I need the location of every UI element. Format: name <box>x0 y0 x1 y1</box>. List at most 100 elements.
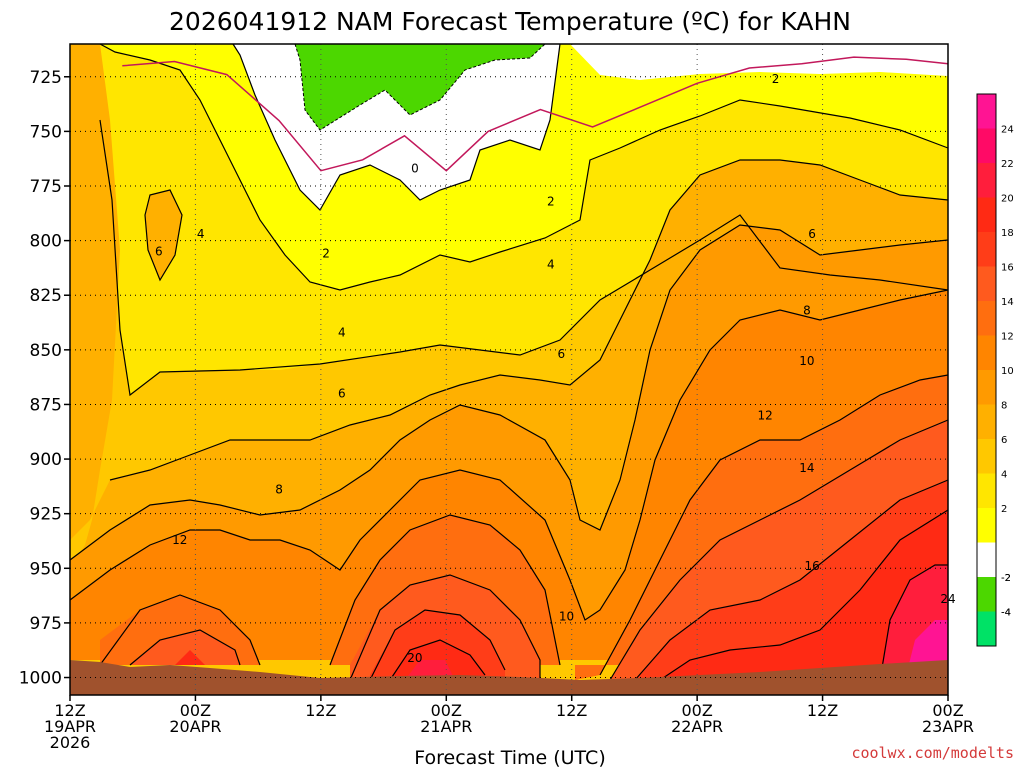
colorbar-band <box>977 611 996 647</box>
isotherm-16 <box>369 479 949 681</box>
colorbar-label: 20 <box>1001 194 1014 205</box>
isotherm-14 <box>129 419 949 681</box>
isotherm-6-loop <box>144 189 183 282</box>
x-tick-label: 12Z <box>54 701 85 720</box>
y-tick-label: 825 <box>30 286 62 306</box>
x-tick-label: 00Z <box>932 701 963 720</box>
y-tick-label: 900 <box>30 450 62 470</box>
x-tick-label: 00Z <box>180 701 211 720</box>
colorbar-label: 12 <box>1001 332 1014 343</box>
x-tick-label: 2026 <box>50 733 91 752</box>
contour-label: 6 <box>808 227 816 241</box>
x-tick-label: 22APR <box>671 717 723 736</box>
colorbar-frame <box>976 93 997 647</box>
freezing-level-line <box>122 56 949 172</box>
colorbar-band <box>977 542 996 578</box>
colorbar-band <box>977 94 996 129</box>
colorbar-band <box>977 301 996 336</box>
contour-label: 20 <box>407 651 422 665</box>
isotherm-4 <box>99 119 949 397</box>
colorbar-label: 4 <box>1001 470 1007 481</box>
colorbar-label: 22 <box>1001 159 1014 170</box>
colorbar-band <box>977 266 996 302</box>
colorbar-band <box>977 163 996 198</box>
x-tick-label: 12Z <box>305 701 336 720</box>
minus-two-contour <box>294 43 546 131</box>
colorbar-label: 8 <box>1001 401 1007 412</box>
contour-label: 6 <box>338 387 346 401</box>
x-axis-title: Forecast Time (UTC) <box>414 747 605 768</box>
isotherm-lines <box>69 43 949 681</box>
temp-band-16-18 <box>175 510 948 680</box>
contour-label: 12 <box>757 408 772 422</box>
contour-label: 10 <box>799 354 814 368</box>
colorbar-band <box>977 404 996 440</box>
colorbar-band <box>977 473 996 509</box>
contour-label: 16 <box>804 559 819 573</box>
y-tick-label: 1000 <box>19 669 62 689</box>
colorbar-band <box>977 370 996 405</box>
x-tick-label: 21APR <box>420 717 472 736</box>
colorbar-band <box>977 232 996 267</box>
y-axis: 725 750 775 800 825 850 875 900 925 950 975 1000 <box>19 68 70 689</box>
colorbar-label: 18 <box>1001 228 1014 239</box>
x-tick-label: 20APR <box>169 717 221 736</box>
isotherm-10 <box>69 289 949 621</box>
isotherm-2 <box>99 43 949 291</box>
colorbar-label: -2 <box>1001 573 1011 584</box>
contour-label: 8 <box>803 304 811 318</box>
temp-band-neg4-neg2 <box>295 44 545 130</box>
contour-label: 10 <box>559 609 574 623</box>
contour-label: 2 <box>322 247 330 261</box>
isotherm-0 <box>232 43 561 211</box>
colorbar-label: 6 <box>1001 435 1007 446</box>
x-tick-label: 00Z <box>681 701 712 720</box>
colorbar-label: -2 <box>1001 573 1011 584</box>
contour-label: 12 <box>172 533 187 547</box>
x-tick-label: 23APR <box>922 717 974 736</box>
ground-surface <box>70 660 948 695</box>
y-tick-label: 875 <box>30 395 62 415</box>
contour-label: 4 <box>547 258 555 272</box>
contour-label: 4 <box>338 325 346 339</box>
colorbar-label: 14 <box>1001 297 1014 308</box>
temp-band-14-16 <box>370 480 948 680</box>
credit-text: coolwx.com/modelts <box>851 744 1014 762</box>
colorbar-band <box>977 197 996 233</box>
y-tick-label: 950 <box>30 559 62 579</box>
contour-label: 2 <box>547 194 555 208</box>
contour-label: 2 <box>772 72 780 86</box>
contour-label: 6 <box>155 245 163 259</box>
colorbar-label: -4 <box>1001 608 1011 619</box>
isotherm-18 <box>389 509 949 681</box>
y-tick-label: 925 <box>30 505 62 525</box>
y-tick-label: 975 <box>30 614 62 634</box>
y-tick-label: 800 <box>30 232 62 252</box>
contour-label: 8 <box>275 483 283 497</box>
isotherm-8 <box>69 224 949 561</box>
y-tick-label: 850 <box>30 341 62 361</box>
contour-label: 0 <box>411 162 419 176</box>
colorbar-label: 2 <box>1001 504 1007 515</box>
colorbar-label: 16 <box>1001 263 1014 274</box>
x-tick-label: 12Z <box>556 701 587 720</box>
x-tick-label: 00Z <box>431 701 462 720</box>
colorbar-band <box>977 577 996 612</box>
plot-frame <box>69 43 949 696</box>
colorbar-label: -4 <box>1001 608 1011 619</box>
y-tick-label: 775 <box>30 177 62 197</box>
colorbar-band <box>977 439 996 474</box>
colorbar-label: 10 <box>1001 366 1014 377</box>
colorbar-band <box>977 128 996 164</box>
contour-label: 4 <box>197 227 205 241</box>
contour-label: 14 <box>799 461 814 475</box>
contour-label: 6 <box>557 347 565 361</box>
colorbar-band <box>977 335 996 371</box>
x-tick-label: 12Z <box>807 701 838 720</box>
chart-title: 2026041912 NAM Forecast Temperature (ºC)… <box>169 7 851 36</box>
isotherm-12 <box>99 374 949 676</box>
